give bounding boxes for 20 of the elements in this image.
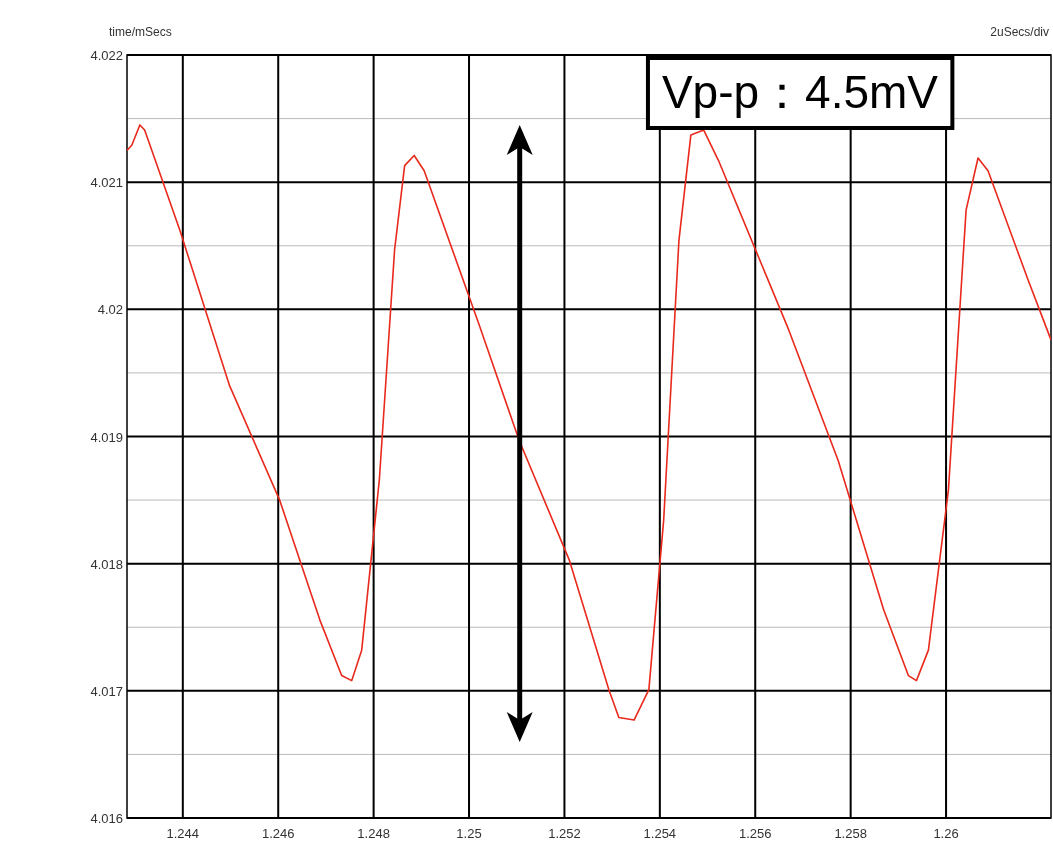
x-tick-label: 1.246 xyxy=(261,826,295,841)
x-tick-label: 1.26 xyxy=(933,826,959,841)
y-tick-label: 4.018 xyxy=(90,556,123,572)
x-tick-label: 1.258 xyxy=(834,826,867,841)
x-tick-label: 1.254 xyxy=(643,826,677,841)
y-tick-label: 4.017 xyxy=(90,683,123,699)
chart-subtitle: 2uSecs/div xyxy=(990,25,1049,39)
x-tick-label: 1.252 xyxy=(548,826,581,841)
x-tick-label: 1.25 xyxy=(456,826,482,841)
annotation: Vp-p：4.5mV xyxy=(661,66,939,118)
x-tick-label: 1.248 xyxy=(357,826,390,841)
y-tick-label: 4.022 xyxy=(90,48,123,63)
x-tick-label: 1.244 xyxy=(166,826,200,841)
y-tick-label: 4.02 xyxy=(97,302,123,318)
line-series xyxy=(127,124,1051,721)
chart-title: time/mSecs xyxy=(109,25,172,39)
y-tick-label: 4.019 xyxy=(90,429,123,445)
y-tick-label: 4.021 xyxy=(90,175,123,191)
x-tick-label: 1.256 xyxy=(738,826,772,841)
y-tick-label: 4.016 xyxy=(90,811,123,826)
